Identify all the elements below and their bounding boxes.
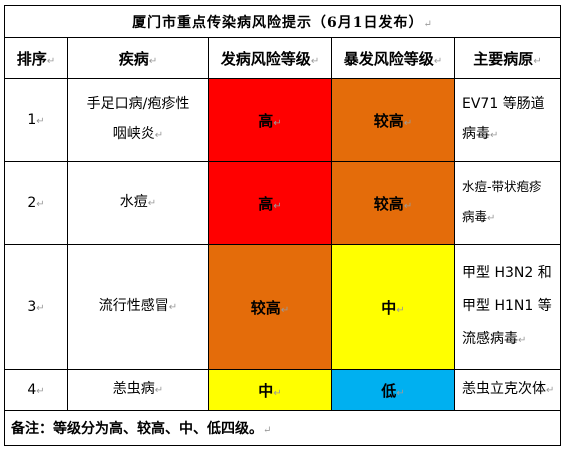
table-title: 厦门市重点传染病风险提示（6月1日发布） [132, 14, 424, 31]
table-row: 1↵ 手足口病/疱疹性 咽峡炎↵ 高↵ 较高↵ EV71 等肠道 病毒↵ [4, 78, 561, 162]
header-disease: 疾病↵ [67, 37, 209, 79]
onset-risk-cell: 较高↵ [208, 244, 332, 370]
header-outbreak-risk: 暴发风险等级↵ [331, 37, 455, 79]
table-title-cell: 厦门市重点传染病风险提示（6月1日发布）↵ [4, 5, 561, 38]
rank-cell: 2↵ [4, 161, 68, 245]
outbreak-risk-cell: 较高↵ [331, 161, 455, 245]
rank-cell: 3↵ [4, 244, 68, 370]
header-pathogen: 主要病原↵ [454, 37, 561, 79]
header-onset-risk: 发病风险等级↵ [208, 37, 332, 79]
pathogen-cell: 甲型 H3N2 和甲型 H1N1 等流感病毒↵ [454, 244, 561, 370]
pathogen-cell: 水痘-带状疱疹 病毒↵ [454, 161, 561, 245]
disease-cell: 手足口病/疱疹性 咽峡炎↵ [67, 78, 209, 162]
table-row: 2↵ 水痘↵ 高↵ 较高↵ 水痘-带状疱疹 病毒↵ [4, 161, 561, 245]
footnote-cell: 备注：等级分为高、较高、中、低四级。↵ [4, 410, 561, 446]
outbreak-risk-cell: 较高↵ [331, 78, 455, 162]
table-row: 4↵ 恙虫病↵ 中↵ 低↵ 恙虫立克次体↵ [4, 369, 561, 411]
pathogen-cell: EV71 等肠道 病毒↵ [454, 78, 561, 162]
onset-risk-cell: 高↵ [208, 78, 332, 162]
rank-cell: 4↵ [4, 369, 68, 411]
onset-risk-cell: 高↵ [208, 161, 332, 245]
paragraph-mark: ↵ [423, 18, 433, 30]
disease-cell: 恙虫病↵ [67, 369, 209, 411]
header-rank: 排序↵ [4, 37, 68, 79]
outbreak-risk-cell: 中↵ [331, 244, 455, 370]
rank-cell: 1↵ [4, 78, 68, 162]
outbreak-risk-cell: 低↵ [331, 369, 455, 411]
disease-cell: 流行性感冒↵ [67, 244, 209, 370]
disease-cell: 水痘↵ [67, 161, 209, 245]
risk-table: 厦门市重点传染病风险提示（6月1日发布）↵ 排序↵ 疾病↵ 发病风险等级↵ 暴发… [4, 5, 561, 446]
header-row: 排序↵ 疾病↵ 发病风险等级↵ 暴发风险等级↵ 主要病原↵ [4, 37, 561, 79]
pathogen-cell: 恙虫立克次体↵ [454, 369, 561, 411]
onset-risk-cell: 中↵ [208, 369, 332, 411]
table-row: 3↵ 流行性感冒↵ 较高↵ 中↵ 甲型 H3N2 和甲型 H1N1 等流感病毒↵ [4, 244, 561, 370]
footnote: 备注：等级分为高、较高、中、低四级。 [11, 421, 263, 437]
